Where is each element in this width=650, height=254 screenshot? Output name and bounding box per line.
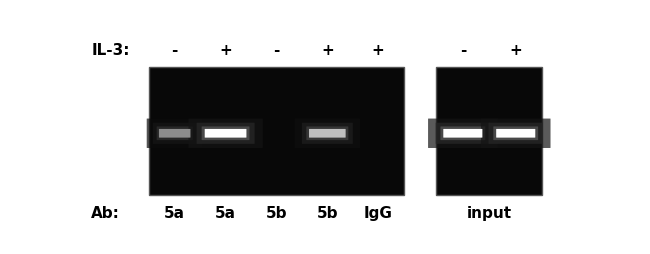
FancyBboxPatch shape bbox=[443, 130, 482, 138]
Text: -: - bbox=[172, 43, 178, 57]
FancyBboxPatch shape bbox=[188, 119, 263, 148]
Text: input: input bbox=[467, 205, 512, 220]
FancyBboxPatch shape bbox=[159, 130, 190, 138]
Text: IL-3:: IL-3: bbox=[91, 43, 130, 57]
FancyBboxPatch shape bbox=[157, 127, 193, 140]
Text: 5a: 5a bbox=[215, 205, 236, 220]
Text: +: + bbox=[321, 43, 333, 57]
Text: 5b: 5b bbox=[317, 205, 338, 220]
FancyBboxPatch shape bbox=[493, 127, 538, 140]
FancyBboxPatch shape bbox=[428, 119, 498, 148]
Bar bbox=[150, 68, 404, 195]
FancyBboxPatch shape bbox=[309, 130, 346, 138]
FancyBboxPatch shape bbox=[489, 123, 543, 144]
Text: +: + bbox=[372, 43, 385, 57]
FancyBboxPatch shape bbox=[153, 123, 196, 144]
Text: +: + bbox=[219, 43, 232, 57]
Bar bbox=[436, 68, 542, 195]
FancyBboxPatch shape bbox=[196, 123, 255, 144]
Text: -: - bbox=[273, 43, 280, 57]
FancyBboxPatch shape bbox=[147, 119, 203, 148]
FancyBboxPatch shape bbox=[496, 130, 536, 138]
FancyBboxPatch shape bbox=[436, 123, 490, 144]
FancyBboxPatch shape bbox=[294, 119, 360, 148]
FancyBboxPatch shape bbox=[302, 123, 353, 144]
Text: -: - bbox=[460, 43, 466, 57]
Text: 5b: 5b bbox=[266, 205, 287, 220]
FancyBboxPatch shape bbox=[481, 119, 551, 148]
FancyBboxPatch shape bbox=[205, 130, 246, 138]
Text: 5a: 5a bbox=[164, 205, 185, 220]
Text: Ab:: Ab: bbox=[91, 205, 120, 220]
FancyBboxPatch shape bbox=[441, 127, 486, 140]
Text: IgG: IgG bbox=[364, 205, 393, 220]
FancyBboxPatch shape bbox=[306, 127, 348, 140]
Text: +: + bbox=[510, 43, 522, 57]
FancyBboxPatch shape bbox=[202, 127, 250, 140]
